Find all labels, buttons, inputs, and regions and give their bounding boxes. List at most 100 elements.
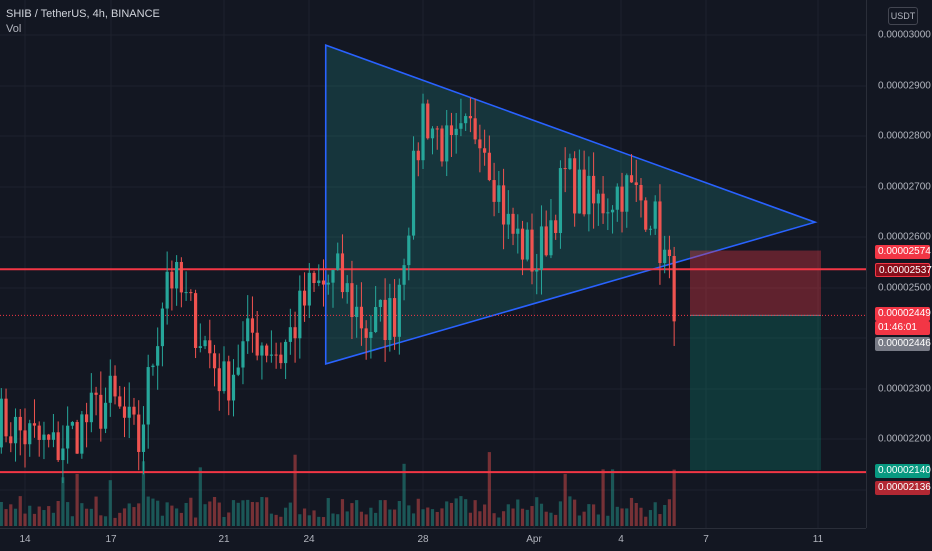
volume-bar: [293, 454, 297, 526]
volume-legend[interactable]: Vol: [6, 23, 22, 35]
volume-bar: [61, 477, 65, 526]
volume-bar: [326, 498, 330, 526]
volume-bar: [388, 509, 392, 526]
candle-body: [265, 345, 269, 356]
volume-bar: [217, 502, 221, 526]
candle-body: [241, 341, 245, 368]
time-tick: 17: [105, 534, 117, 545]
candle-body: [411, 150, 416, 236]
candle-body: [359, 306, 364, 329]
candles: [0, 93, 676, 484]
volume-bar: [501, 511, 506, 526]
volume-bar: [265, 497, 269, 526]
candle-body: [122, 406, 127, 418]
price-axis[interactable]: 0.00003000 0.00002900 0.00002800 0.00002…: [866, 0, 932, 528]
volume-bar: [212, 496, 217, 526]
volume-bar: [236, 502, 240, 526]
candle-body: [260, 345, 264, 356]
candle-body: [426, 103, 430, 139]
volume-bar: [473, 500, 477, 526]
candle-body: [141, 424, 146, 452]
candle-body: [667, 249, 672, 257]
candle-body: [596, 193, 600, 204]
candle-body: [672, 256, 676, 322]
volume-bar: [51, 512, 56, 526]
candle-body: [350, 283, 354, 318]
volume-bar: [663, 504, 667, 526]
candle-body: [530, 229, 534, 272]
candle-body: [307, 272, 311, 306]
volume-bar: [170, 505, 174, 526]
candle-body: [231, 374, 236, 401]
volume-bar: [369, 507, 373, 526]
volume-bar: [203, 504, 207, 526]
volume-bar: [554, 514, 558, 526]
volume-bar: [468, 512, 473, 526]
volume-bar: [165, 502, 169, 526]
position-tool: [690, 250, 821, 471]
candle-body: [160, 308, 165, 347]
candle-body: [0, 398, 3, 448]
candle-body: [118, 396, 122, 407]
candle-body: [639, 185, 643, 201]
candle-body: [459, 123, 463, 129]
candle-body: [250, 318, 255, 333]
volume-bar: [122, 508, 127, 526]
volume-bar: [246, 499, 250, 526]
candle-body: [615, 186, 619, 210]
volume-bar: [497, 517, 501, 526]
candle-body: [449, 125, 454, 136]
resistance-price-label: 0.00002537: [875, 263, 932, 277]
candle-body: [217, 368, 221, 392]
price-chart[interactable]: [0, 0, 866, 528]
volume-bar: [454, 498, 458, 526]
currency-button[interactable]: USDT: [888, 7, 918, 25]
volume-bar: [146, 496, 150, 526]
candle-body: [51, 432, 56, 440]
candle-body: [549, 220, 553, 256]
candle-body: [193, 293, 198, 348]
volume-bar: [137, 503, 141, 526]
candle-body: [634, 182, 638, 186]
candle-body: [255, 332, 259, 356]
symbol-title[interactable]: SHIB / TetherUS, 4h, BINANCE: [6, 8, 160, 20]
volume-bar: [298, 514, 302, 526]
candle-body: [84, 414, 89, 423]
volume-bar: [549, 512, 553, 526]
time-axis[interactable]: 14 17 21 24 28 Apr 4 7 11: [0, 528, 866, 551]
candle-body: [321, 280, 326, 285]
candle-body: [520, 228, 525, 260]
volume-bar: [411, 513, 416, 526]
volume-bar: [440, 508, 444, 526]
candle-body: [648, 228, 653, 230]
candle-body: [388, 298, 392, 341]
price-tick: 0.00002900: [878, 80, 931, 92]
candle-body: [13, 416, 18, 444]
candle-body: [501, 185, 506, 225]
volume-bar: [89, 508, 93, 526]
candle-body: [56, 432, 60, 461]
volume-bar: [141, 461, 146, 526]
candle-body: [369, 331, 373, 338]
candle-body: [113, 375, 117, 397]
candle-body: [483, 148, 487, 153]
volume-bar: [4, 509, 8, 526]
volume-bar: [620, 508, 624, 526]
volume-bar: [70, 516, 74, 526]
candle-body: [170, 271, 174, 289]
volume-bar: [383, 500, 387, 526]
volume-bar: [32, 513, 37, 526]
volume-bar: [582, 511, 586, 526]
volume-bar: [274, 514, 278, 526]
volume-bar: [535, 497, 539, 526]
candle-body: [42, 434, 46, 440]
volume-bar: [108, 480, 112, 526]
candle-body: [407, 235, 411, 266]
candle-body: [156, 346, 160, 366]
volume-bar: [378, 500, 382, 526]
volume-bar: [307, 515, 311, 526]
price-tick: 0.00002200: [878, 433, 931, 445]
volume-bar: [103, 516, 108, 526]
volume-bar: [402, 463, 406, 526]
target-price-label: 0.00002574: [875, 245, 931, 259]
